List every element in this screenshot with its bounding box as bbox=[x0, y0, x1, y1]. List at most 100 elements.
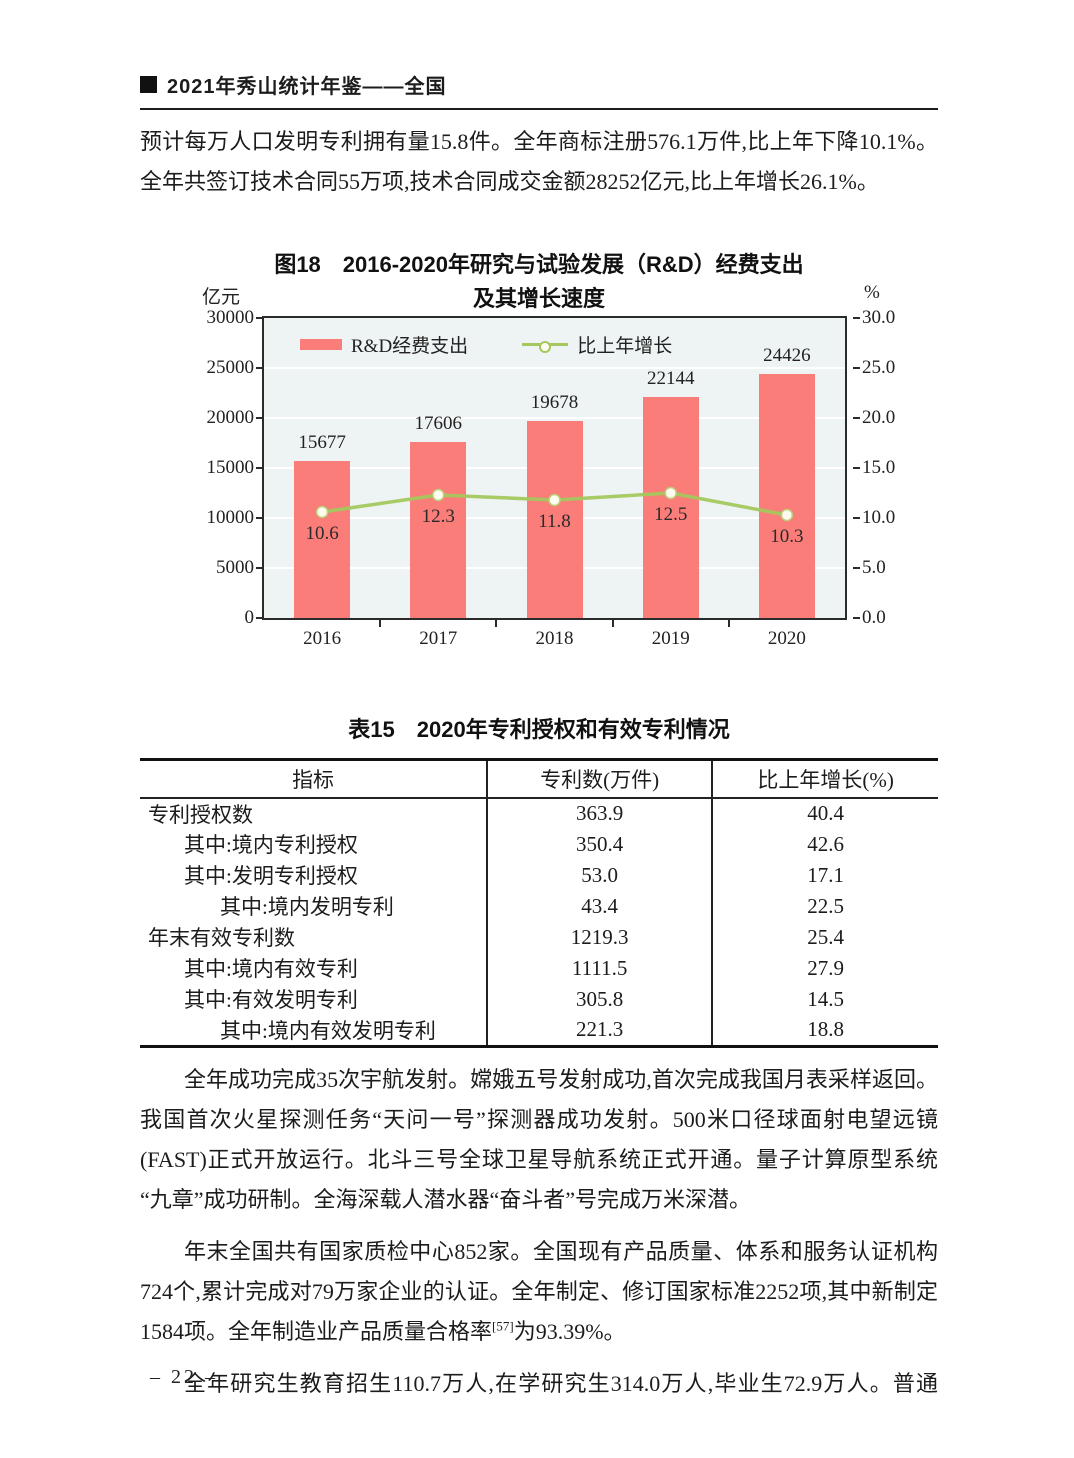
chart-title: 图18 2016-2020年研究与试验发展（R&D）经费支出 及其增长速度 bbox=[140, 248, 938, 316]
axis-tick-mark bbox=[853, 417, 860, 419]
bar-value-label: 24426 bbox=[763, 344, 811, 366]
y-tick-right: 5.0 bbox=[862, 557, 886, 578]
y-axis-right: 30.0 25.0 20.0 15.0 10.0 5.0 0.0 bbox=[853, 307, 942, 628]
patent-table: 指标 专利数(万件) 比上年增长(%) 专利授权数 363.9 40.4 其中:境内专… bbox=[140, 758, 938, 1048]
cell-growth: 40.4 bbox=[711, 797, 938, 829]
cell-patent-count: 305.8 bbox=[486, 983, 713, 1015]
bar-value-label: 22144 bbox=[646, 367, 695, 389]
cell-growth: 22.5 bbox=[711, 890, 938, 922]
growth-value-label: 12.5 bbox=[654, 504, 688, 525]
table-row: 年末有效专利数 1219.3 25.4 bbox=[140, 921, 938, 953]
paragraph-3: 年末全国共有国家质检中心852家。全国现有产品质量、体系和服务认证机构 724个… bbox=[140, 1232, 938, 1352]
cell-patent-count: 1219.3 bbox=[486, 921, 713, 953]
text-line: 全年研究生教育招生110.7万人,在学研究生314.0万人,毕业生72.9万人。… bbox=[184, 1370, 938, 1396]
gridline bbox=[264, 417, 845, 419]
y-tick-left: 20000 bbox=[206, 407, 255, 428]
growth-value-label: 12.3 bbox=[421, 506, 455, 527]
header-title: 2021年秀山统计年鉴——全国 bbox=[167, 76, 447, 98]
cell-indicator: 专利授权数 bbox=[148, 802, 253, 827]
page-header: 2021年秀山统计年鉴——全国 bbox=[140, 70, 938, 110]
y-tick-right: 20.0 bbox=[862, 407, 896, 428]
bar-2018 bbox=[526, 421, 583, 618]
y-tick-right: 30.0 bbox=[862, 307, 896, 328]
bar-legend-label: R&D经费支出 bbox=[351, 336, 469, 357]
bar-value-label: 15677 bbox=[298, 432, 346, 454]
left-axis-unit: 亿元 bbox=[201, 287, 240, 308]
chart-title-line1: 图18 2016-2020年研究与试验发展（R&D）经费支出 bbox=[274, 252, 804, 277]
bar-value-label: 19678 bbox=[530, 392, 579, 414]
cell-indicator: 其中:境内有效专利 bbox=[184, 957, 358, 981]
cell-patent-count: 1111.5 bbox=[486, 952, 713, 984]
axis-tick-mark bbox=[853, 317, 860, 319]
axis-tick-mark bbox=[853, 367, 860, 369]
col-header-indicator: 指标 bbox=[140, 759, 488, 799]
table-row: 其中:有效发明专利 305.8 14.5 bbox=[140, 983, 938, 1015]
cell-patent-count: 363.9 bbox=[486, 797, 713, 829]
y-tick-right: 10.0 bbox=[862, 507, 896, 528]
x-axis-tick-mark bbox=[727, 618, 730, 627]
axis-tick-mark bbox=[256, 367, 263, 369]
table-row: 其中:境内发明专利 43.4 22.5 bbox=[140, 890, 938, 922]
x-axis: 2016 2017 2018 2019 2020 bbox=[264, 618, 845, 654]
table-row: 专利授权数 363.9 40.4 bbox=[140, 797, 938, 829]
cell-indicator: 其中:境内发明专利 bbox=[220, 895, 394, 919]
table-row: 其中:境内有效发明专利 221.3 18.8 bbox=[140, 1014, 938, 1046]
cell-growth: 17.1 bbox=[711, 859, 938, 891]
paragraph-3-line3: 1584项。全年制造业产品质量合格率[57]为93.39%。 bbox=[140, 1312, 938, 1352]
y-tick-left: 0 bbox=[244, 607, 255, 628]
cell-growth: 25.4 bbox=[711, 921, 938, 953]
bar-2017 bbox=[410, 441, 467, 618]
growth-value-label: 10.6 bbox=[305, 523, 339, 544]
paragraph-3-line2: 724个,累计完成对79万家企业的认证。全年制定、修订国家标准2252项,其中新… bbox=[140, 1278, 938, 1304]
y-tick-left: 25000 bbox=[206, 357, 255, 378]
axis-tick-mark bbox=[256, 517, 263, 519]
cell-indicator: 其中:发明专利授权 bbox=[184, 864, 358, 888]
axis-tick-mark bbox=[256, 417, 263, 419]
x-axis-tick-mark bbox=[379, 618, 382, 627]
footnote-ref: [57] bbox=[492, 1318, 514, 1334]
table-header-row: 指标 专利数(万件) 比上年增长(%) bbox=[140, 759, 938, 799]
axis-tick-mark bbox=[853, 467, 860, 469]
page-content: 2021年秀山统计年鉴——全国 预计每万人口发明专利拥有量15.8件。全年商标注… bbox=[140, 70, 942, 1404]
text-line: “九章”成功研制。全海深载人潜水器“奋斗者”号完成万米深潜。 bbox=[140, 1186, 752, 1212]
col-header-patent-count: 专利数(万件) bbox=[486, 759, 713, 799]
text-line: 我国首次火星探测任务“天问一号”探测器成功发射。500米口径球面射电望远镜 bbox=[140, 1106, 938, 1132]
y-tick-left: 15000 bbox=[206, 457, 255, 478]
line-legend-marker-icon bbox=[539, 341, 552, 353]
y-axis-left: 30000 25000 20000 15000 10000 5000 0 bbox=[168, 307, 263, 628]
cell-patent-count: 53.0 bbox=[486, 859, 713, 891]
paragraph-1: 预计每万人口发明专利拥有量15.8件。全年商标注册576.1万件,比上年下降10… bbox=[140, 122, 938, 202]
axis-tick-mark bbox=[853, 567, 860, 569]
y-tick-right: 25.0 bbox=[862, 357, 896, 378]
line3-text-post: 为93.39%。 bbox=[513, 1318, 626, 1344]
cell-indicator: 其中:有效发明专利 bbox=[184, 988, 358, 1012]
growth-line-plot bbox=[315, 486, 794, 522]
x-axis-tick-mark bbox=[495, 618, 498, 627]
x-tick-label: 2020 bbox=[767, 628, 806, 649]
bar-2019 bbox=[642, 396, 699, 618]
y-tick-right: 0.0 bbox=[862, 607, 886, 628]
cell-indicator: 其中:境内专利授权 bbox=[184, 833, 358, 857]
page-number: – 22 – bbox=[150, 1366, 218, 1388]
header-square-icon bbox=[140, 76, 157, 93]
axis-tick-mark bbox=[256, 317, 263, 319]
cell-growth: 18.8 bbox=[711, 1014, 938, 1046]
text-line: 预计每万人口发明专利拥有量15.8件。全年商标注册576.1万件,比上年下降10… bbox=[140, 129, 938, 154]
y-tick-left: 10000 bbox=[206, 507, 255, 528]
cell-patent-count: 221.3 bbox=[486, 1014, 713, 1046]
table-row: 其中:发明专利授权 53.0 17.1 bbox=[140, 859, 938, 891]
table-row: 其中:境内有效专利 1111.5 27.9 bbox=[140, 952, 938, 984]
growth-value-label: 11.8 bbox=[538, 511, 571, 532]
paragraph-2: 全年成功完成35次宇航发射。嫦娥五号发射成功,首次完成我国月表采样返回。 我国首次… bbox=[140, 1060, 938, 1220]
line3-text-pre: 1584项。全年制造业产品质量合格率 bbox=[140, 1318, 493, 1344]
axis-tick-mark bbox=[853, 517, 860, 519]
axis-tick-mark bbox=[853, 617, 860, 619]
paragraph-4: 全年研究生教育招生110.7万人,在学研究生314.0万人,毕业生72.9万人。… bbox=[140, 1364, 938, 1404]
cell-indicator: 年末有效专利数 bbox=[148, 926, 295, 950]
gridline bbox=[264, 367, 845, 369]
cell-patent-count: 43.4 bbox=[486, 890, 713, 922]
text-line: 全年共签订技术合同55万项,技术合同成交金额28252亿元,比上年增长26.1%… bbox=[140, 169, 879, 194]
y-tick-left: 5000 bbox=[216, 557, 254, 578]
cell-growth: 42.6 bbox=[711, 828, 938, 860]
